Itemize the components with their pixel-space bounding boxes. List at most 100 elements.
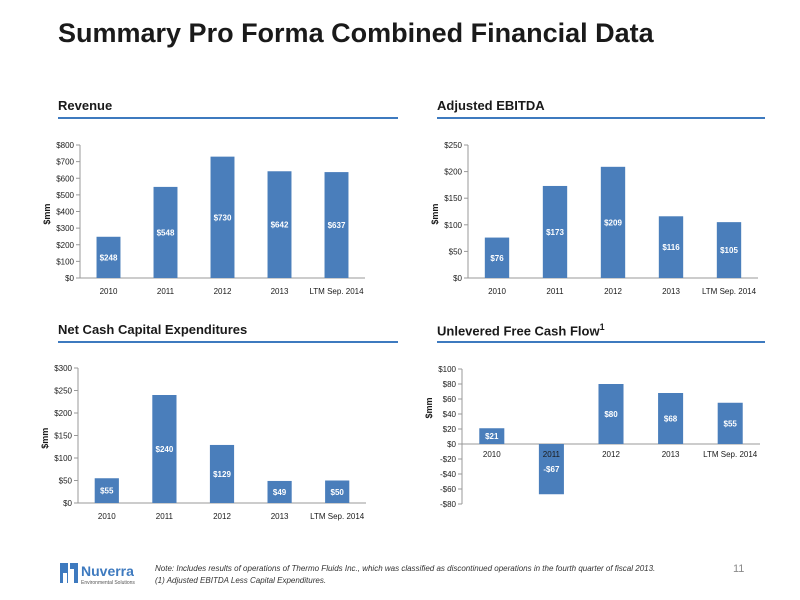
page-number: 11 <box>733 563 745 575</box>
bar <box>96 236 121 278</box>
revenue-chart: $0 $100 $200 $300 $400 $500 $600 $700 $800 $mm $24… <box>42 141 365 296</box>
page-title: Summary Pro Forma Combined Financial Dat… <box>58 18 654 48</box>
data-label: -$67 <box>543 465 560 474</box>
bar <box>538 444 564 495</box>
ufcf-chart: -$80 -$60 -$40 -$20 $0 $20 $40 $60 $80 $100 $mm $21… <box>424 365 760 509</box>
data-label: $105 <box>720 246 738 255</box>
y-tick-label: -$20 <box>440 455 457 464</box>
x-tick-label: 2013 <box>662 287 680 296</box>
y-tick-label: $150 <box>54 432 72 441</box>
y-tick-label: $250 <box>444 141 462 150</box>
y-tick-label: -$40 <box>440 470 457 479</box>
bar <box>267 171 292 278</box>
x-tick-label: 2012 <box>213 512 231 521</box>
data-label: $80 <box>604 410 618 419</box>
bar <box>152 395 177 503</box>
bar <box>324 172 349 278</box>
y-tick-label: $50 <box>59 477 73 486</box>
y-tick-label: $200 <box>444 168 462 177</box>
y-tick-label: $50 <box>449 247 463 256</box>
y-tick-label: $100 <box>444 221 462 230</box>
y-tick-label: $400 <box>56 208 74 217</box>
y-tick-label: $500 <box>56 191 74 200</box>
y-tick-label: $0 <box>63 499 72 508</box>
bar <box>210 156 235 278</box>
y-tick-label: $100 <box>54 454 72 463</box>
note-line: Note: Includes results of operations of … <box>155 564 656 573</box>
x-tick-label: 2013 <box>271 512 289 521</box>
x-tick-label: 2013 <box>662 450 680 459</box>
data-label: $129 <box>213 470 231 479</box>
data-label: $173 <box>546 228 564 237</box>
ufcf-panel: Unlevered Free Cash Flow1 <box>437 322 765 343</box>
x-tick-label: 2011 <box>156 512 174 521</box>
x-tick-label: 2010 <box>100 287 118 296</box>
data-label: $248 <box>100 253 118 262</box>
bar <box>479 428 505 444</box>
bar <box>209 444 235 503</box>
capex-title: Net Cash Capital Expenditures <box>58 322 248 337</box>
x-tick-label: 2013 <box>271 287 289 296</box>
ufcf-title: Unlevered Free Cash Flow1 <box>437 322 605 339</box>
y-tick-label: $60 <box>443 395 457 404</box>
data-label: $240 <box>156 445 174 454</box>
x-tick-label: 2010 <box>488 287 506 296</box>
revenue-title-rule <box>58 117 398 119</box>
y-tick-label: $0 <box>453 274 462 283</box>
bar <box>717 402 743 444</box>
y-axis-label: $mm <box>42 204 52 225</box>
data-label: $116 <box>662 243 680 252</box>
data-label: $209 <box>604 218 622 227</box>
data-label: $21 <box>485 432 499 441</box>
ufcf-title-rule <box>437 341 765 343</box>
footnote-1: (1) Adjusted EBITDA Less Capital Expendi… <box>155 576 327 585</box>
y-tick-label: $800 <box>56 141 74 150</box>
data-label: $76 <box>490 254 504 263</box>
y-axis-label: $mm <box>430 204 440 225</box>
footnotes: Note: Includes results of operations of … <box>155 563 655 587</box>
nuverra-logo: Nuverra Environmental Solutions <box>60 563 135 586</box>
capex-chart: $0 $50 $100 $150 $200 $250 $300 $mm $55 2010 $240 2… <box>40 364 366 521</box>
y-tick-label: $150 <box>444 194 462 203</box>
y-tick-label: $20 <box>443 425 457 434</box>
y-tick-label: $80 <box>443 380 457 389</box>
y-tick-label: $300 <box>56 224 74 233</box>
data-label: $548 <box>157 228 175 237</box>
bar <box>658 216 684 278</box>
data-label: $50 <box>331 488 345 497</box>
x-tick-label: 2010 <box>98 512 116 521</box>
y-tick-label: $600 <box>56 174 74 183</box>
data-label: $68 <box>664 415 678 424</box>
data-label: $49 <box>273 488 287 497</box>
y-tick-label: $300 <box>54 364 72 373</box>
bar <box>94 478 119 503</box>
ebitda-title: Adjusted EBITDA <box>437 98 545 113</box>
data-label: $637 <box>328 221 346 230</box>
capex-title-rule <box>58 341 398 343</box>
data-label: $55 <box>100 487 114 496</box>
logo-text: Nuverra <box>81 563 134 579</box>
bar <box>325 480 350 503</box>
y-axis-label: $mm <box>424 397 434 418</box>
ebitda-title-rule <box>437 117 765 119</box>
ufcf-title-footnote: 1 <box>599 322 605 332</box>
bar <box>716 222 742 278</box>
bar <box>598 384 624 444</box>
y-tick-label: $0 <box>447 440 456 449</box>
y-tick-label: $100 <box>56 257 74 266</box>
x-tick-label: 2012 <box>604 287 622 296</box>
x-tick-label: 2011 <box>157 287 175 296</box>
x-tick-label: 2011 <box>546 287 564 296</box>
data-label: $55 <box>724 419 738 428</box>
capex-panel: Net Cash Capital Expenditures <box>58 322 398 343</box>
data-label: $642 <box>271 221 289 230</box>
bar <box>267 480 292 503</box>
x-tick-label: 2012 <box>214 287 232 296</box>
y-tick-label: $250 <box>54 387 72 396</box>
y-tick-label: $0 <box>65 274 74 283</box>
y-axis-label: $mm <box>40 428 50 449</box>
x-tick-label: 2010 <box>483 450 501 459</box>
y-tick-label: -$60 <box>440 485 457 494</box>
x-tick-label: LTM Sep. 2014 <box>309 287 364 296</box>
x-tick-label: LTM Sep. 2014 <box>310 512 365 521</box>
